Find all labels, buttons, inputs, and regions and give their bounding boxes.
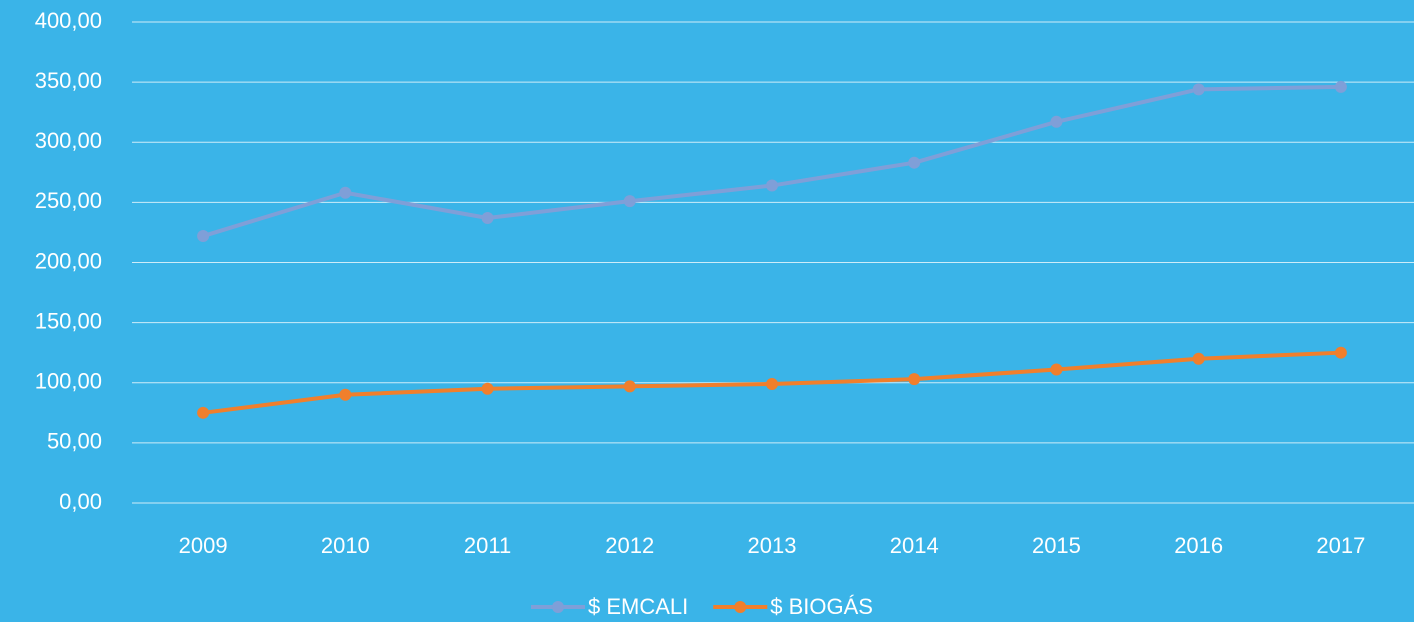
point	[624, 195, 636, 207]
y-tick-label: 350,00	[35, 68, 102, 93]
point	[197, 230, 209, 242]
chart: 0,00 50,00 100,00 150,00 200,00 250,00 300,00 3…	[0, 0, 1414, 622]
point	[766, 180, 778, 192]
point	[908, 373, 920, 385]
page: 0,00 50,00 100,00 150,00 200,00 250,00 300,00 3…	[0, 0, 1414, 622]
point	[1335, 347, 1347, 359]
legend-label: $ EMCALI	[588, 594, 688, 619]
x-tick-label: 2015	[1032, 533, 1081, 558]
point	[1335, 81, 1347, 93]
x-tick-label: 2016	[1174, 533, 1223, 558]
point	[766, 378, 778, 390]
x-tick-label: 2011	[464, 533, 511, 558]
x-tick-label: 2012	[605, 533, 654, 558]
y-tick-label: 100,00	[35, 369, 102, 394]
point	[339, 389, 351, 401]
x-tick-label: 2010	[321, 533, 370, 558]
y-tick-label: 0,00	[59, 489, 102, 514]
point	[624, 380, 636, 392]
y-tick-label: 150,00	[35, 308, 102, 333]
y-tick-label: 400,00	[35, 8, 102, 33]
point	[1193, 83, 1205, 95]
x-tick-label: 2017	[1316, 533, 1365, 558]
x-tick-label: 2009	[179, 533, 228, 558]
y-tick-label: 300,00	[35, 128, 102, 153]
y-tick-label: 50,00	[47, 429, 102, 454]
point	[197, 407, 209, 419]
x-tick-label: 2014	[890, 533, 939, 558]
legend-marker	[734, 601, 746, 613]
point	[1193, 353, 1205, 365]
point	[1050, 116, 1062, 128]
point	[1050, 364, 1062, 376]
point	[482, 212, 494, 224]
point	[339, 187, 351, 199]
y-tick-label: 200,00	[35, 248, 102, 273]
legend-label: $ BIOGÁS	[770, 594, 873, 619]
legend-marker	[552, 601, 564, 613]
y-tick-label: 250,00	[35, 188, 102, 213]
x-tick-label: 2013	[748, 533, 797, 558]
point	[482, 383, 494, 395]
point	[908, 157, 920, 169]
